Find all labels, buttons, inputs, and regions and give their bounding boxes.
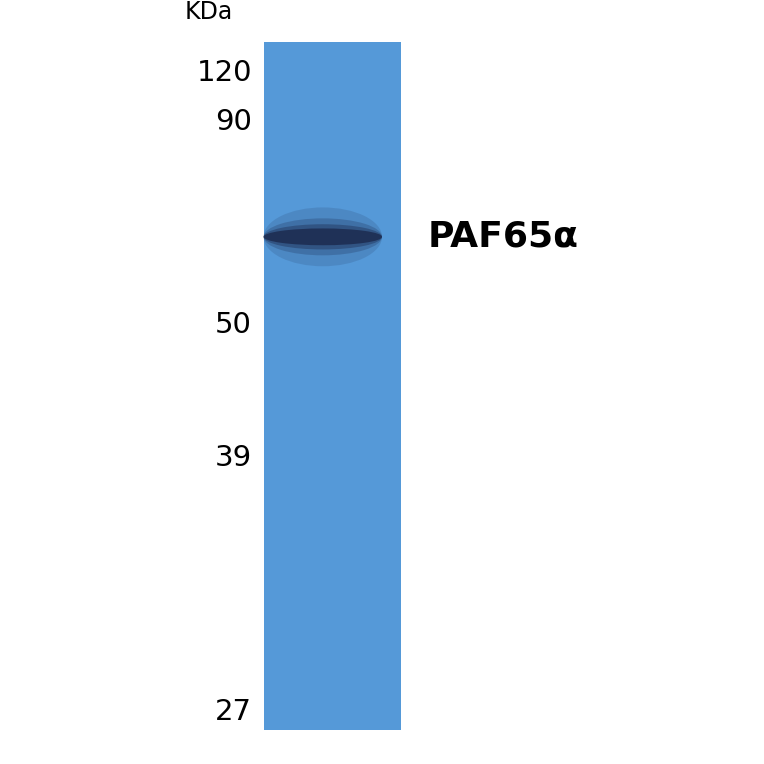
Text: 39: 39 <box>215 445 252 472</box>
Text: 120: 120 <box>196 59 252 86</box>
Text: 27: 27 <box>215 698 252 726</box>
Text: PAF65α: PAF65α <box>428 220 579 254</box>
Ellipse shape <box>264 207 382 267</box>
Ellipse shape <box>264 224 382 249</box>
Text: 50: 50 <box>215 311 252 338</box>
Ellipse shape <box>264 219 382 255</box>
Bar <box>264 42 401 730</box>
Ellipse shape <box>264 228 382 245</box>
Text: 90: 90 <box>215 108 252 136</box>
Text: KDa: KDa <box>185 1 233 24</box>
